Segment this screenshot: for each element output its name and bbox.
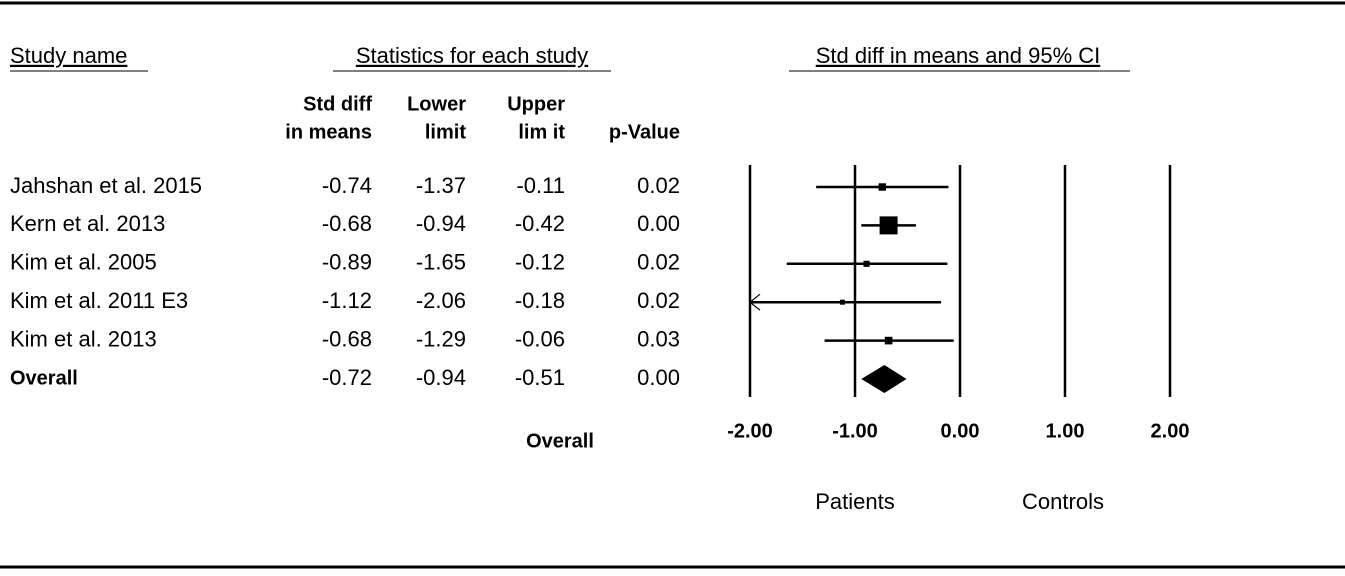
summary-diamond: [861, 365, 907, 393]
study-name: Overall: [10, 367, 78, 389]
header-study: Study name: [10, 43, 127, 68]
left-label: Patients: [815, 489, 895, 514]
study-name: Kim et al. 2011 E3: [10, 288, 188, 313]
cell: -0.51: [515, 365, 565, 390]
x-tick-label: 0.00: [941, 420, 980, 442]
ci-arrow: [749, 293, 761, 311]
cell: 0.02: [637, 173, 680, 198]
point-estimate: [839, 299, 845, 305]
study-name: Kim et al. 2013: [10, 326, 157, 351]
cell: 0.00: [637, 211, 680, 236]
column-header: Lower: [407, 93, 466, 115]
cell: -1.37: [416, 173, 466, 198]
column-header: p-Value: [609, 121, 680, 143]
cell: -1.65: [416, 250, 466, 275]
point-estimate: [879, 216, 898, 235]
x-tick-label: 2.00: [1151, 420, 1190, 442]
point-estimate: [884, 336, 893, 345]
cell: 0.03: [637, 326, 680, 351]
cell: -1.29: [416, 326, 466, 351]
cell: -0.06: [515, 326, 565, 351]
cell: -0.72: [322, 365, 372, 390]
cell: -0.12: [515, 250, 565, 275]
cell: -0.94: [416, 211, 466, 236]
cell: 0.02: [637, 288, 680, 313]
column-header: Upper: [507, 93, 565, 115]
column-header: in means: [285, 121, 372, 143]
point-estimate: [878, 183, 887, 191]
header-plot: Std diff in means and 95% CI: [816, 43, 1101, 68]
cell: -0.68: [322, 326, 372, 351]
x-tick-label: 1.00: [1046, 420, 1085, 442]
x-tick-label: -2.00: [727, 420, 773, 442]
cell: -1.12: [322, 288, 372, 313]
cell: -0.68: [322, 211, 372, 236]
cell: -0.42: [515, 211, 565, 236]
footer: Overall: [526, 430, 594, 452]
study-name: Kern et al. 2013: [10, 211, 165, 236]
x-tick-label: -1.00: [832, 420, 878, 442]
column-header: Std diff: [303, 93, 372, 115]
right-label: Controls: [1022, 489, 1104, 514]
header-stats: Statistics for each study: [356, 43, 588, 68]
column-header: lim it: [518, 121, 565, 143]
cell: 0.02: [637, 250, 680, 275]
point-estimate: [863, 260, 870, 267]
cell: -0.18: [515, 288, 565, 313]
cell: -0.74: [322, 173, 372, 198]
cell: -0.89: [322, 250, 372, 275]
cell: -2.06: [416, 288, 466, 313]
study-name: Jahshan et al. 2015: [10, 173, 202, 198]
study-name: Kim et al. 2005: [10, 250, 157, 275]
column-header: limit: [425, 121, 466, 143]
cell: -0.11: [516, 173, 565, 198]
cell: 0.00: [637, 365, 680, 390]
cell: -0.94: [416, 365, 466, 390]
